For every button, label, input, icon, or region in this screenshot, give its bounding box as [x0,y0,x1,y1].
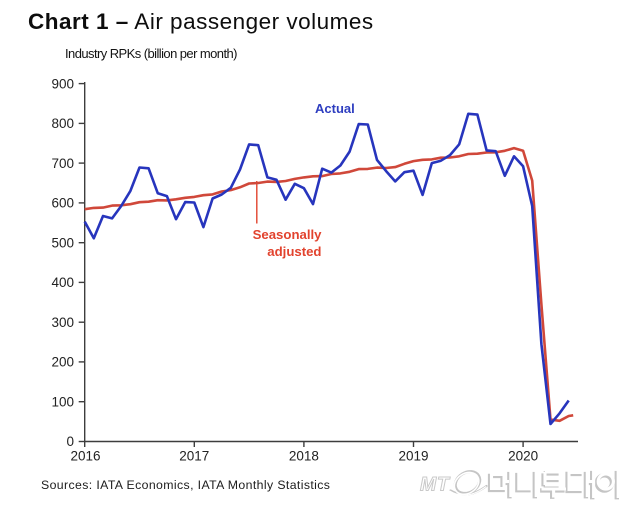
svg-text:800: 800 [51,116,74,131]
svg-text:300: 300 [51,315,74,330]
svg-text:0: 0 [66,434,74,449]
svg-text:2020: 2020 [508,449,538,464]
svg-text:100: 100 [51,394,74,409]
svg-text:200: 200 [51,355,74,370]
svg-text:MT: MT [420,474,451,496]
svg-text:900: 900 [51,76,74,91]
svg-text:2016: 2016 [70,449,100,464]
svg-text:700: 700 [51,156,74,171]
svg-text:500: 500 [51,235,74,250]
svg-text:2017: 2017 [179,449,209,464]
svg-text:2018: 2018 [289,449,319,464]
svg-text:400: 400 [51,275,74,290]
svg-text:2019: 2019 [398,449,428,464]
svg-text:600: 600 [51,196,74,211]
